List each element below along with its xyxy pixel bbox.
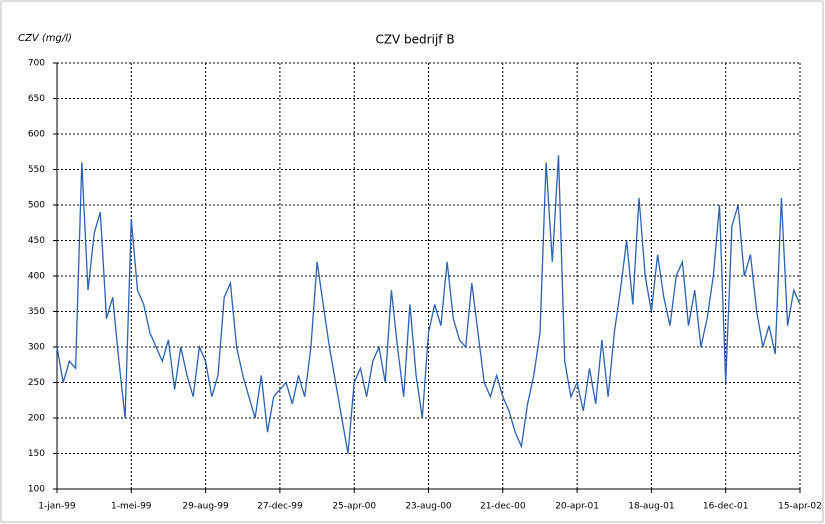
y-tick-label: 500 (28, 201, 45, 211)
x-tick-label: 20-apr-01 (555, 502, 599, 512)
y-tick-label: 300 (28, 343, 45, 353)
data-line (56, 155, 801, 454)
y-tick-label: 100 (28, 485, 45, 495)
y-tick-label: 200 (28, 414, 45, 424)
x-tick-label: 21-dec-00 (480, 502, 526, 512)
y-tick-label: 150 (28, 449, 45, 459)
y-tick-label: 700 (28, 59, 45, 69)
y-tick-label: 600 (28, 130, 45, 140)
chart-title: CZV bedrijf B (375, 33, 454, 47)
x-tick-label: 29-aug-99 (182, 502, 229, 512)
y-tick-label: 550 (28, 165, 45, 175)
y-tick-label: 650 (28, 94, 45, 104)
x-tick-label: 16-dec-01 (703, 502, 749, 512)
x-tick-label: 23-aug-00 (405, 502, 452, 512)
y-tick-label: 450 (28, 236, 45, 246)
x-tick-label: 1-mei-99 (111, 502, 152, 512)
y-tick-label: 250 (28, 378, 45, 388)
x-tick-label: 25-apr-00 (332, 502, 376, 512)
x-tick-label: 27-dec-99 (257, 502, 303, 512)
y-axis-label: CZV (mg/l) (18, 33, 72, 44)
x-tick-label: 1-jan-99 (38, 502, 76, 512)
x-tick-label: 18-aug-01 (628, 502, 674, 512)
y-tick-label: 350 (28, 307, 45, 317)
x-tick-label: 15-apr-02 (778, 502, 822, 512)
y-tick-label: 400 (28, 272, 45, 282)
